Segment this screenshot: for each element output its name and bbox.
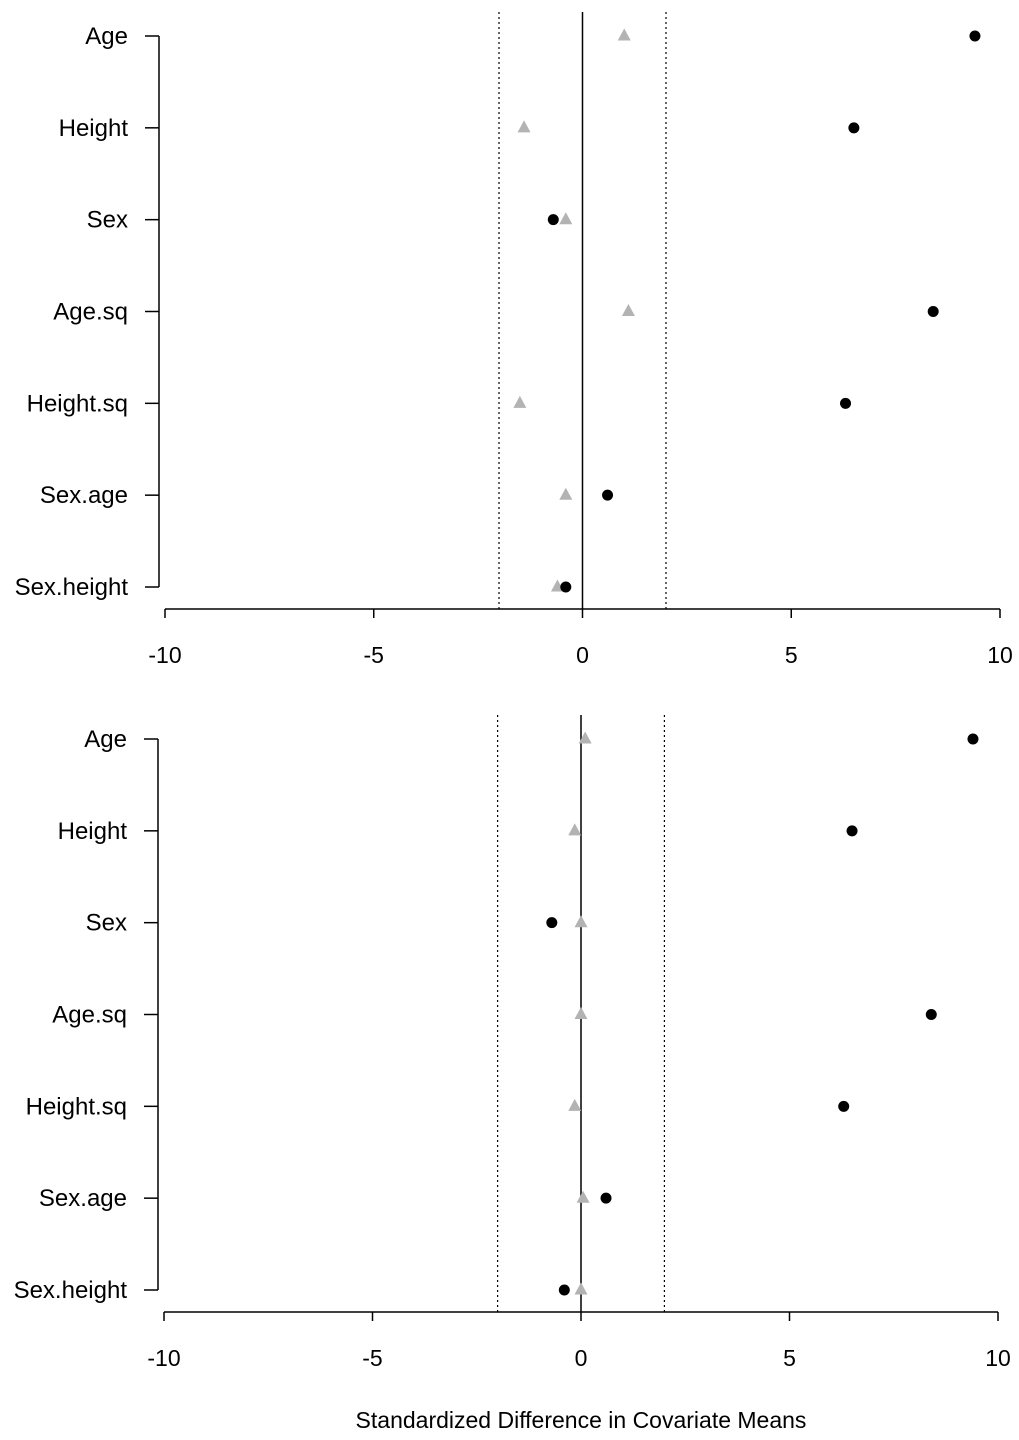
data-point-circle xyxy=(838,1100,850,1112)
chart-panel-1: -10 -5 0 5 10 Age Height Sex Age.sq Height.sq Sex.… xyxy=(15,12,1013,668)
data-point-circle xyxy=(969,30,981,42)
data-point-circle xyxy=(846,825,858,837)
data-point-circle xyxy=(602,489,614,501)
y-tick-label: Sex.height xyxy=(15,574,129,601)
data-point-triangle xyxy=(617,28,631,41)
data-point-triangle xyxy=(621,304,635,317)
data-point-triangle xyxy=(513,395,527,408)
y-tick-label: Age.sq xyxy=(52,1002,127,1029)
y-tick-label: Height.sq xyxy=(27,390,128,417)
y-tick-label: Height.sq xyxy=(26,1093,127,1120)
y-tick-label: Height xyxy=(58,818,128,845)
y-tick-label: Height xyxy=(59,115,129,142)
x-tick-label: 5 xyxy=(783,1345,796,1371)
y-tick-label: Sex xyxy=(87,207,128,234)
y-tick-label: Sex.age xyxy=(39,1185,127,1212)
y-tick-label: Sex xyxy=(86,910,127,937)
x-axis-title: Standardized Difference in Covariate Mea… xyxy=(356,1407,807,1433)
x-tick-label: 5 xyxy=(785,642,798,668)
x-tick-label: -5 xyxy=(362,1345,382,1371)
data-point-triangle xyxy=(574,915,588,928)
chart-panel-2: -10 -5 0 5 10 Age Height Sex Age.sq Height.sq Sex.… xyxy=(14,715,1011,1433)
data-point-triangle xyxy=(574,1007,588,1020)
data-point-triangle xyxy=(576,1190,590,1203)
data-point-circle xyxy=(546,917,558,929)
data-point-circle xyxy=(848,122,860,134)
data-point-circle xyxy=(927,306,939,317)
x-tick-label: -10 xyxy=(148,642,181,668)
y-tick-label: Sex.age xyxy=(40,482,128,509)
data-point-triangle xyxy=(574,1282,588,1295)
data-point-circle xyxy=(840,397,852,409)
data-point-circle xyxy=(558,1284,570,1296)
data-point-triangle xyxy=(517,120,531,133)
data-point-triangle xyxy=(568,823,582,836)
data-point-triangle xyxy=(568,1098,582,1111)
y-tick-label: Sex.height xyxy=(14,1277,128,1304)
data-point-circle xyxy=(547,214,559,226)
data-point-circle xyxy=(967,733,979,745)
x-tick-label: 10 xyxy=(987,642,1013,668)
data-point-circle xyxy=(560,581,572,593)
data-point-triangle xyxy=(559,487,573,500)
x-tick-label: 0 xyxy=(576,642,589,668)
x-tick-label: -10 xyxy=(147,1345,180,1371)
y-tick-label: Age.sq xyxy=(53,299,128,326)
data-point-circle xyxy=(925,1009,937,1020)
data-point-circle xyxy=(600,1192,612,1204)
y-tick-label: Age xyxy=(85,23,128,50)
y-tick-label: Age xyxy=(84,726,127,753)
x-tick-label: 10 xyxy=(985,1345,1011,1371)
data-point-triangle xyxy=(559,212,573,225)
x-tick-label: -5 xyxy=(364,642,384,668)
x-tick-label: 0 xyxy=(575,1345,588,1371)
data-point-triangle xyxy=(578,731,592,744)
